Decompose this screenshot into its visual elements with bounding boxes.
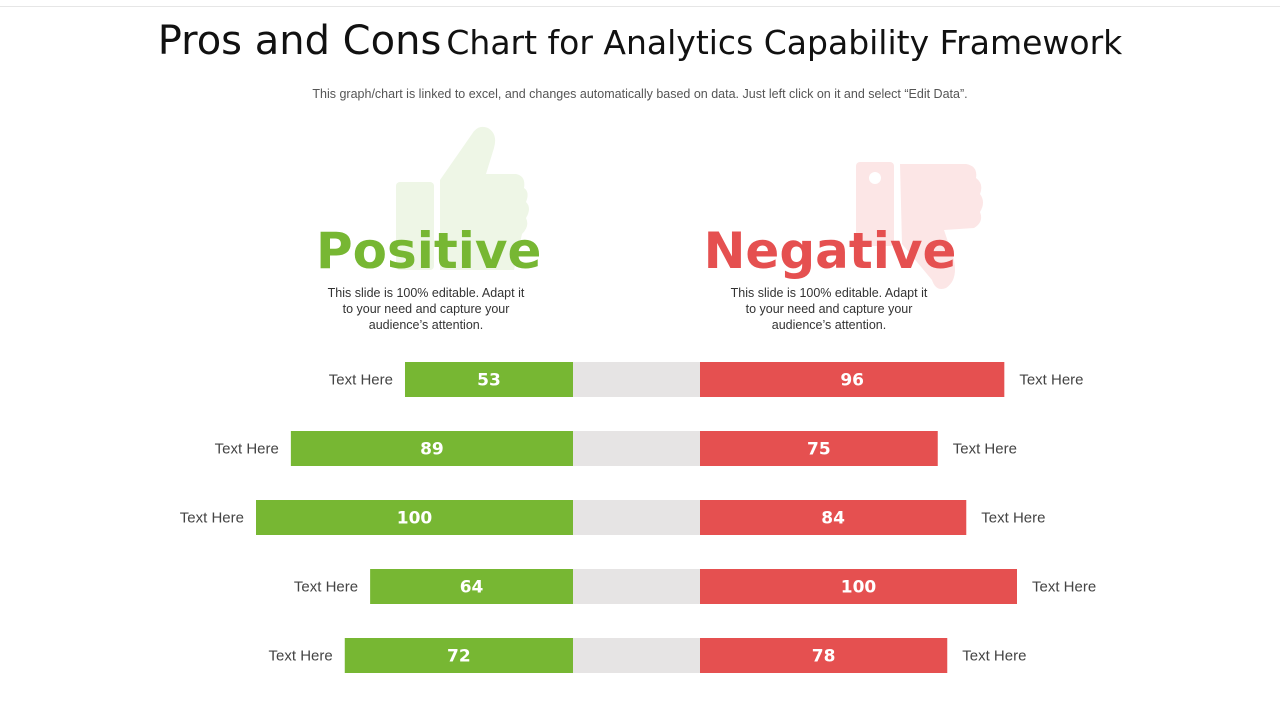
positive-bar: [290, 431, 573, 466]
negative-bar: [700, 431, 938, 466]
negative-bar-value: 84: [821, 509, 845, 529]
title-rest: Chart for Analytics Capability Framework: [446, 23, 1123, 62]
title-main: Pros and Cons: [157, 18, 442, 64]
right-row-label: Text Here: [962, 648, 1026, 665]
positive-description: This slide is 100% editable. Adapt it to…: [327, 286, 525, 332]
positive-bar-value: 64: [460, 578, 484, 598]
right-row-label: Text Here: [953, 441, 1017, 458]
negative-heading: Negative: [703, 222, 957, 280]
positive-bar-value: 89: [420, 440, 444, 460]
negative-description: This slide is 100% editable. Adapt it to…: [730, 286, 928, 332]
positive-bar-value: 100: [397, 509, 433, 529]
track-segment: [573, 362, 700, 397]
negative-bar-value: 78: [812, 647, 836, 667]
negative-bar: [700, 638, 948, 673]
right-row-label: Text Here: [1019, 372, 1083, 389]
positive-bar-value: 72: [447, 647, 471, 667]
right-row-label: Text Here: [981, 510, 1045, 527]
left-row-label: Text Here: [215, 441, 279, 458]
positive-bar: [404, 362, 573, 397]
positive-bar: [370, 569, 573, 604]
track-segment: [573, 431, 700, 466]
positive-heading: Positive: [316, 222, 542, 280]
left-row-label: Text Here: [180, 510, 244, 527]
positive-bar: [344, 638, 573, 673]
negative-bar: [700, 362, 1005, 397]
negative-bar-value: 96: [840, 371, 864, 391]
track-segment: [573, 500, 700, 535]
negative-bar: [700, 569, 1017, 604]
negative-bar-value: 100: [841, 578, 877, 598]
top-divider: [0, 6, 1280, 7]
positive-bar-value: 53: [477, 371, 501, 391]
page-subtitle: This graph/chart is linked to excel, and…: [312, 87, 968, 101]
thumbs-down-icon: [856, 162, 983, 289]
left-row-label: Text Here: [269, 648, 333, 665]
left-row-label: Text Here: [294, 579, 358, 596]
positive-bar: [256, 500, 573, 535]
negative-bar-value: 75: [807, 440, 831, 460]
track-segment: [573, 569, 700, 604]
track-segment: [573, 638, 700, 673]
negative-bar: [700, 500, 967, 535]
thumbs-up-icon: [396, 126, 529, 270]
page-title: Pros and Cons Chart for Analytics Capabi…: [0, 18, 1280, 64]
right-row-label: Text Here: [1032, 579, 1096, 596]
left-row-label: Text Here: [329, 372, 393, 389]
